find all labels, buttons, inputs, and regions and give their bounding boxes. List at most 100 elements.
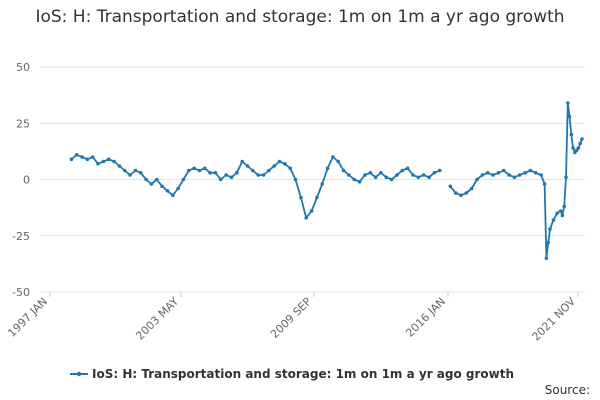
data-point[interactable] [548, 227, 552, 231]
data-point[interactable] [542, 182, 547, 186]
data-point[interactable] [171, 193, 175, 198]
data-point[interactable] [517, 173, 522, 177]
data-point[interactable] [448, 184, 453, 189]
data-point[interactable] [363, 173, 367, 177]
data-point[interactable] [507, 173, 511, 177]
data-point[interactable] [208, 171, 212, 175]
data-point[interactable] [416, 175, 421, 180]
data-point[interactable] [368, 171, 373, 175]
data-point[interactable] [272, 164, 277, 168]
data-point[interactable] [475, 177, 479, 182]
legend[interactable]: IoS: H: Transportation and storage: 1m o… [70, 367, 514, 381]
data-point[interactable] [261, 173, 266, 177]
data-point[interactable] [464, 191, 469, 195]
data-point[interactable] [69, 157, 74, 162]
data-point[interactable] [405, 166, 410, 171]
data-point[interactable] [432, 171, 437, 175]
data-point[interactable] [256, 173, 261, 177]
data-point[interactable] [117, 164, 122, 168]
data-point[interactable] [562, 204, 566, 209]
data-point[interactable] [336, 159, 341, 164]
data-point[interactable] [569, 132, 574, 137]
data-point[interactable] [558, 209, 563, 213]
data-point[interactable] [299, 195, 303, 200]
data-point[interactable] [566, 101, 570, 105]
data-point[interactable] [85, 157, 90, 162]
data-point[interactable] [453, 191, 458, 195]
data-point[interactable] [149, 182, 154, 186]
data-point[interactable] [197, 168, 202, 173]
data-point[interactable] [320, 182, 325, 186]
data-point[interactable] [219, 177, 223, 182]
data-point[interactable] [251, 168, 255, 173]
data-point[interactable] [128, 173, 132, 177]
data-point[interactable] [560, 213, 565, 218]
data-point[interactable] [400, 168, 405, 173]
data-point[interactable] [283, 162, 287, 166]
data-point[interactable] [496, 171, 501, 175]
data-point[interactable] [315, 195, 319, 200]
data-point[interactable] [567, 114, 572, 119]
data-point[interactable] [528, 168, 533, 173]
data-point[interactable] [341, 168, 346, 173]
data-point[interactable] [564, 175, 568, 180]
data-point[interactable] [357, 180, 362, 184]
data-point[interactable] [578, 141, 582, 146]
data-point[interactable] [288, 166, 293, 171]
data-point[interactable] [293, 177, 298, 182]
data-point[interactable] [90, 155, 95, 159]
data-point[interactable] [187, 168, 191, 173]
data-point[interactable] [411, 173, 415, 177]
data-point[interactable] [544, 256, 549, 261]
data-point[interactable] [459, 193, 463, 198]
data-point[interactable] [485, 171, 490, 175]
data-point[interactable] [192, 166, 196, 171]
data-point[interactable] [112, 159, 116, 164]
data-point[interactable] [325, 166, 330, 171]
data-point[interactable] [469, 186, 474, 191]
data-point[interactable] [480, 173, 485, 177]
data-point[interactable] [165, 189, 170, 193]
data-point[interactable] [240, 159, 244, 164]
data-point[interactable] [580, 137, 584, 141]
data-point[interactable] [331, 155, 335, 159]
data-point[interactable] [160, 184, 164, 189]
data-point[interactable] [395, 173, 399, 177]
data-point[interactable] [373, 175, 378, 180]
data-point[interactable] [138, 171, 143, 175]
data-point[interactable] [352, 177, 357, 182]
data-point[interactable] [277, 159, 282, 164]
data-point[interactable] [176, 186, 180, 191]
data-point[interactable] [571, 146, 575, 150]
data-point[interactable] [576, 146, 581, 150]
data-point[interactable] [533, 171, 538, 175]
data-point[interactable] [421, 173, 426, 177]
data-point[interactable] [133, 168, 138, 173]
data-point[interactable] [203, 166, 207, 171]
data-point[interactable] [122, 168, 127, 173]
data-point[interactable] [539, 173, 543, 177]
data-point[interactable] [101, 159, 106, 164]
data-point[interactable] [155, 177, 159, 182]
data-point[interactable] [80, 155, 84, 159]
data-point[interactable] [309, 209, 314, 213]
data-point[interactable] [501, 168, 506, 173]
data-point[interactable] [213, 171, 218, 175]
data-point[interactable] [181, 177, 186, 182]
data-point[interactable] [379, 171, 383, 175]
data-point[interactable] [384, 175, 389, 180]
data-point[interactable] [106, 157, 111, 162]
data-point[interactable] [74, 153, 79, 157]
data-point[interactable] [551, 218, 556, 222]
data-point[interactable] [512, 175, 517, 180]
data-point[interactable] [523, 171, 527, 175]
data-point[interactable] [267, 168, 271, 173]
data-point[interactable] [491, 173, 495, 177]
data-point[interactable] [389, 177, 394, 182]
data-point[interactable] [437, 168, 442, 173]
data-point[interactable] [96, 162, 100, 166]
data-point[interactable] [229, 175, 234, 180]
data-point[interactable] [555, 211, 559, 216]
data-point[interactable] [304, 216, 309, 220]
data-point[interactable] [347, 173, 351, 177]
